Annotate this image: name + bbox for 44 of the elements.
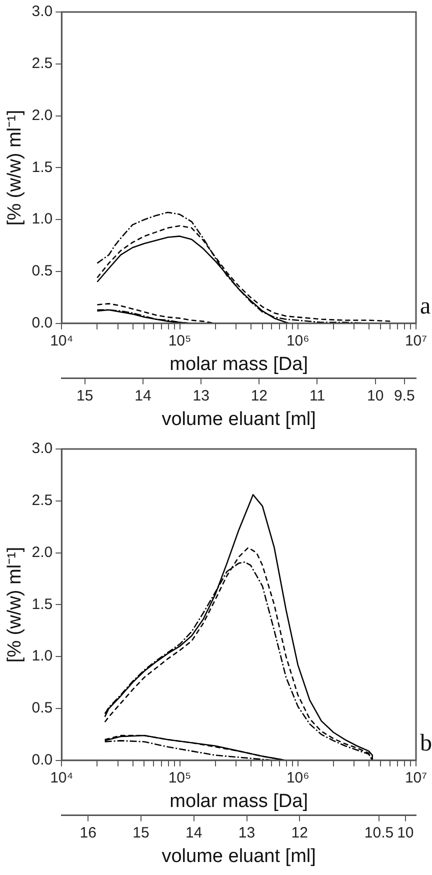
y-tick-label: 1.0 — [32, 648, 53, 665]
y-tick-label: 1.5 — [32, 158, 53, 176]
text: b — [420, 730, 432, 756]
y-axis-title: [% (w/w) ml⁻¹] — [4, 110, 26, 226]
x2-tick-label: 10.5 — [364, 824, 394, 842]
x-axis-title: molar mass [Da] — [170, 791, 308, 812]
y-tick-label: 1.5 — [32, 596, 53, 613]
y-tick-label: 2.0 — [32, 544, 53, 561]
x-tick-label: 10⁴ — [50, 770, 74, 787]
y-tick-label: 2.5 — [32, 492, 53, 510]
x-tick-label: 10⁵ — [168, 770, 192, 787]
x-tick-label: 10⁵ — [168, 332, 192, 350]
y-tick-label: 0.5 — [32, 700, 53, 717]
x2-tick-label: 10 — [397, 824, 414, 842]
x2-tick-label: 16 — [80, 824, 96, 842]
y-tick-label: 2.0 — [32, 106, 53, 124]
x2-axis-title: volume eluant [ml] — [162, 846, 316, 867]
x2-tick-label: 12 — [291, 824, 308, 842]
x-tick-label: 10⁷ — [404, 332, 428, 350]
x2-tick-label: 13 — [238, 824, 256, 842]
text: a — [420, 293, 431, 320]
y-tick-label: 2.5 — [32, 55, 53, 72]
x-tick-label: 10⁶ — [286, 332, 310, 350]
x2-tick-label: 15 — [76, 387, 94, 404]
x2-tick-label: 13 — [192, 387, 210, 404]
x2-tick-label: 12 — [250, 387, 268, 404]
x-tick-label: 10⁴ — [50, 332, 74, 350]
y-tick-label: 0.0 — [32, 314, 53, 332]
x-axis-title: molar mass [Da] — [170, 354, 308, 376]
x2-tick-label: 14 — [134, 387, 152, 404]
y-tick-label: 1.0 — [32, 210, 53, 228]
x2-tick-label: 10 — [366, 387, 384, 404]
x2-tick-label: 15 — [132, 824, 150, 842]
x2-tick-label: 9.5 — [394, 387, 415, 404]
x2-tick-label: 11 — [309, 387, 326, 404]
y-tick-label: 0.5 — [32, 262, 53, 280]
y-tick-label: 3.0 — [32, 3, 53, 20]
y-tick-label: 3.0 — [32, 440, 53, 458]
x2-tick-label: 14 — [186, 824, 202, 842]
y-axis-title: [% (w/w) ml⁻¹] — [4, 546, 26, 663]
x2-axis-title: volume eluant [ml] — [162, 408, 316, 430]
x-tick-label: 10⁶ — [286, 770, 310, 787]
x-tick-label: 10⁷ — [404, 770, 428, 787]
y-tick-label: 0.0 — [32, 752, 53, 769]
